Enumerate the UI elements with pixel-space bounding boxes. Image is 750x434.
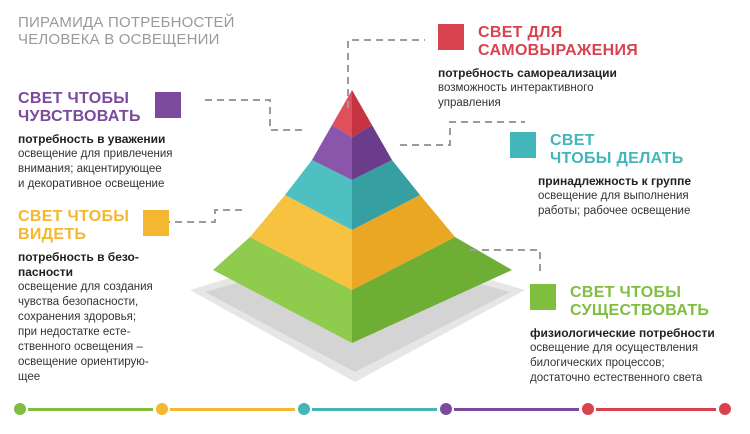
pyramid-layer-purple-right xyxy=(352,125,392,180)
page-title: ПИРАМИДА ПОТРЕБНОСТЕЙ ЧЕЛОВЕКА В ОСВЕЩЕН… xyxy=(18,14,235,48)
need-label: потребность самореализации xyxy=(438,66,617,80)
level-self-expression: СВЕТ ДЛЯ САМОВЫРАЖЕНИЯ потребность самор… xyxy=(438,24,738,111)
need-label: потребность в уважении xyxy=(18,132,166,146)
teal-square-marker xyxy=(510,132,536,158)
level-see: СВЕТ ЧТОБЫ ВИДЕТЬ потребность в безо- па… xyxy=(18,208,178,385)
footer-line-yellow xyxy=(170,408,295,411)
pyramid-layer-yellow-left xyxy=(250,195,352,290)
level-heading: СВЕТ ЧТОБЫ ВИДЕТЬ xyxy=(18,208,130,243)
need-label: потребность в безо- пасности xyxy=(18,250,139,279)
pyramid-layer-teal-right xyxy=(352,160,420,230)
connector-self xyxy=(347,39,425,108)
connector-exist xyxy=(470,249,541,275)
connector-do xyxy=(400,121,525,146)
need-label: принадлежность к группе xyxy=(538,174,692,188)
need-label: физиологические потребности xyxy=(530,326,715,340)
level-heading: СВЕТ ЧТОБЫ ЧУВСТВОВАТЬ xyxy=(18,90,141,125)
red-square-marker xyxy=(438,24,464,50)
level-heading: СВЕТ ЧТОБЫ СУЩЕСТВОВАТЬ xyxy=(570,284,710,319)
footer-dot-teal xyxy=(298,403,310,415)
footer-dot-yellow xyxy=(156,403,168,415)
level-description: освещение для создания чувства безопасно… xyxy=(18,281,153,383)
level-description: возможность интерактивного управления xyxy=(438,82,594,109)
level-heading: СВЕТ ДЛЯ САМОВЫРАЖЕНИЯ xyxy=(478,24,639,59)
level-description: освещение для привлечения внимания; акце… xyxy=(18,148,173,190)
pyramid-layer-purple-left xyxy=(312,125,352,180)
footer-dot-red-end xyxy=(719,403,731,415)
level-description: освещение для выполнения работы; рабочее… xyxy=(538,190,691,217)
connector-feel xyxy=(205,99,305,131)
footer-line-red xyxy=(596,408,716,411)
footer-dot-red xyxy=(582,403,594,415)
level-exist: СВЕТ ЧТОБЫ СУЩЕСТВОВАТЬ физиологические … xyxy=(530,284,745,386)
footer-line-green xyxy=(28,408,153,411)
pyramid-layer-red-right xyxy=(352,90,372,137)
pyramid-layer-green-right xyxy=(352,237,512,343)
pyramid-layer-green-left xyxy=(213,237,352,343)
level-do: СВЕТ ЧТОБЫ ДЕЛАТЬ принадлежность к групп… xyxy=(510,132,740,219)
footer-line-purple xyxy=(454,408,579,411)
footer-dot-green xyxy=(14,403,26,415)
footer-dot-purple xyxy=(440,403,452,415)
pyramid-layer-yellow-right xyxy=(352,195,455,290)
purple-square-marker xyxy=(154,92,181,118)
green-square-marker xyxy=(530,284,556,310)
level-feel: СВЕТ ЧТОБЫ ЧУВСТВОВАТЬ потребность в ува… xyxy=(18,90,218,192)
level-heading: СВЕТ ЧТОБЫ ДЕЛАТЬ xyxy=(550,132,684,167)
level-description: освещение для осуществления билогических… xyxy=(530,342,703,384)
yellow-square-marker xyxy=(143,210,170,236)
pyramid-layer-teal-left xyxy=(285,160,352,230)
connector-see xyxy=(163,209,245,223)
footer-line-teal xyxy=(312,408,437,411)
